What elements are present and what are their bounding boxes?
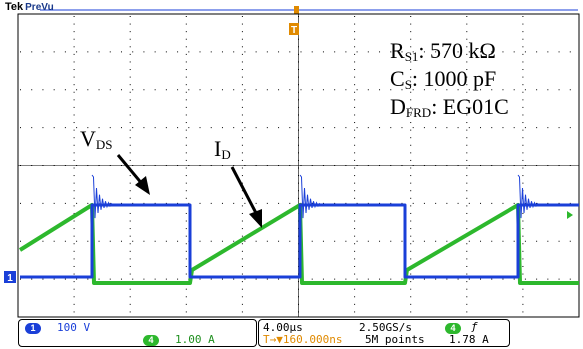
ch4-scale: 1.00 A: [175, 333, 215, 346]
ch4-trigger-level-marker[interactable]: [567, 211, 573, 219]
vds-arrow: [116, 154, 150, 195]
horizontal-trigger-readout[interactable]: 4.00µs 2.50GS/s T→▼160.000ns 5M points 4…: [258, 319, 510, 347]
sample-rate: 2.50GS/s: [359, 321, 412, 334]
vertical-scale-readout[interactable]: 1 100 V 4 1.00 A: [18, 319, 257, 347]
svg-text:T: T: [291, 25, 297, 36]
annotation-rs1: RS1: 570 kΩ: [390, 38, 496, 64]
trigger-position: T→▼160.000ns: [263, 333, 343, 346]
prevu-label: PreVu: [25, 2, 54, 13]
record-view-position[interactable]: [294, 6, 299, 14]
trigger-source-badge[interactable]: 4: [445, 323, 461, 334]
ch4-badge[interactable]: 4: [143, 335, 159, 346]
trigger-position-marker[interactable]: T: [289, 23, 299, 36]
timebase: 4.00µs: [263, 321, 303, 334]
id-arrow: [230, 166, 262, 228]
annotation-cs: CS: 1000 pF: [390, 66, 497, 92]
ch1-ground-marker[interactable]: 1: [4, 271, 16, 284]
trigger-slope-icon: ƒ: [471, 320, 478, 333]
ch1-badge[interactable]: 1: [25, 323, 41, 334]
brand-header: Tek PreVu: [5, 1, 54, 13]
annotation-id: ID: [214, 136, 231, 162]
record-length: 5M points: [365, 333, 425, 346]
annotation-vds: VDS: [80, 126, 113, 152]
trigger-level: 1.78 A: [449, 333, 489, 346]
ch1-scale: 100 V: [57, 321, 91, 334]
svg-text:1: 1: [7, 273, 13, 284]
ch1-voltage-waveform: [20, 203, 579, 279]
ch1-ringing: [91, 174, 540, 219]
annotation-dfrd: DFRD: EG01C: [390, 94, 509, 120]
brand-logo: Tek: [5, 1, 24, 13]
